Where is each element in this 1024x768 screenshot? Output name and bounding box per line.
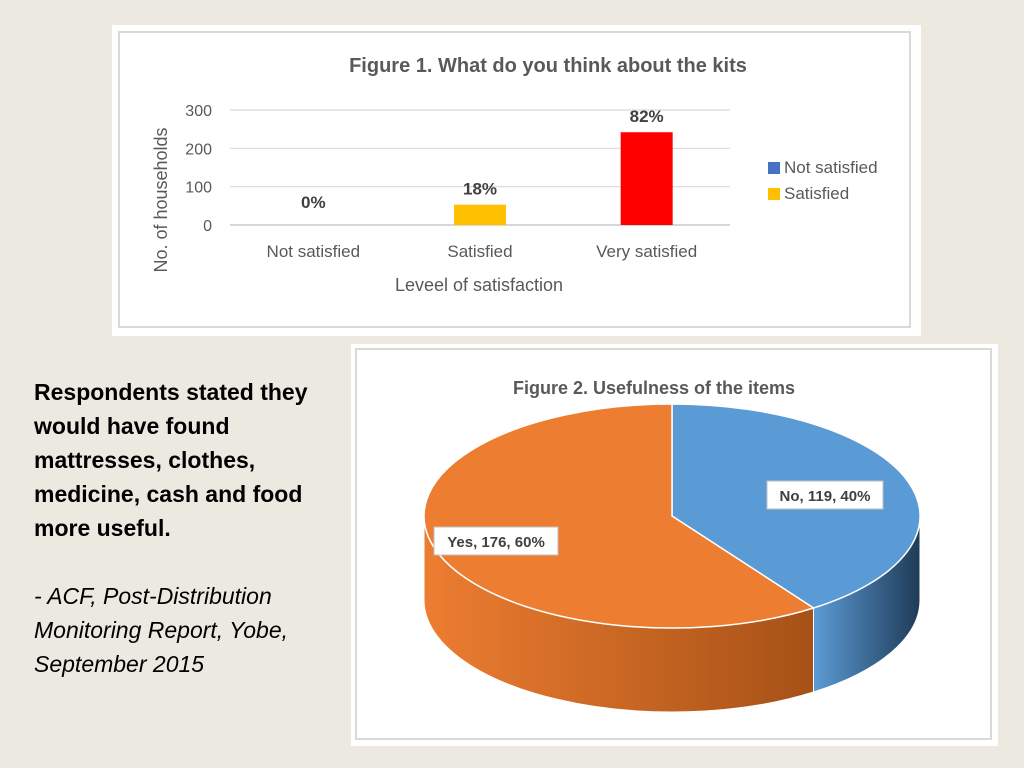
figure-2-frame xyxy=(355,348,992,740)
y-tick-label: 0 xyxy=(203,218,212,235)
pie-data-label: Yes, 176, 60% xyxy=(433,526,559,556)
pie-chart-title: Figure 2. Usefulness of the items xyxy=(513,378,795,398)
figure-2-panel: Figure 2. Usefulness of the items No, 11… xyxy=(351,344,998,746)
data-label: 82% xyxy=(630,107,664,126)
y-axis-label: No. of households xyxy=(151,127,171,272)
x-tick-label: Very satisfied xyxy=(596,242,697,261)
x-tick-labels: Not satisfied Satisfied Very satisfied xyxy=(267,242,698,261)
y-tick-labels: 0 100 200 300 xyxy=(185,103,212,235)
data-label: 0% xyxy=(301,193,326,212)
legend: Not satisfied Satisfied xyxy=(768,158,878,203)
bar xyxy=(454,204,506,225)
x-axis-label: Leveel of satisfaction xyxy=(395,275,563,295)
callout-text: Yes, 176, 60% xyxy=(447,534,545,551)
pie-data-label: No, 119, 40% xyxy=(766,480,884,510)
x-tick-label: Not satisfied xyxy=(267,242,361,261)
data-labels: 0% 18% 82% xyxy=(301,107,664,212)
callout-box xyxy=(766,480,884,510)
callout-text: No, 119, 40% xyxy=(780,488,871,505)
caption: Respondents stated they would have found… xyxy=(34,375,344,681)
y-tick-label: 300 xyxy=(185,103,212,120)
pie-chart: Figure 2. Usefulness of the items No, 11… xyxy=(423,378,921,713)
y-tick-label: 200 xyxy=(185,141,212,158)
callout-box xyxy=(433,526,559,556)
bar-chart-title: Figure 1. What do you think about the ki… xyxy=(349,55,747,77)
bar xyxy=(620,132,673,225)
legend-label: Not satisfied xyxy=(784,158,878,177)
pie-data-labels: No, 119, 40% Yes, 176, 60% xyxy=(433,480,884,556)
figure-1-frame xyxy=(118,31,911,328)
legend-label: Satisfied xyxy=(784,184,849,203)
bar-chart: Figure 1. What do you think about the ki… xyxy=(151,55,878,295)
bars xyxy=(454,132,673,225)
statement-text: Respondents stated they would have found… xyxy=(34,379,308,541)
citation-text: - ACF, Post-Distribution Monitoring Repo… xyxy=(34,583,289,677)
data-label: 18% xyxy=(463,180,497,199)
x-tick-label: Satisfied xyxy=(447,242,512,261)
figure-1-panel: Figure 1. What do you think about the ki… xyxy=(112,25,921,336)
pie xyxy=(423,403,921,713)
legend-swatch xyxy=(768,188,780,200)
y-tick-label: 100 xyxy=(185,180,212,197)
legend-swatch xyxy=(768,162,780,174)
